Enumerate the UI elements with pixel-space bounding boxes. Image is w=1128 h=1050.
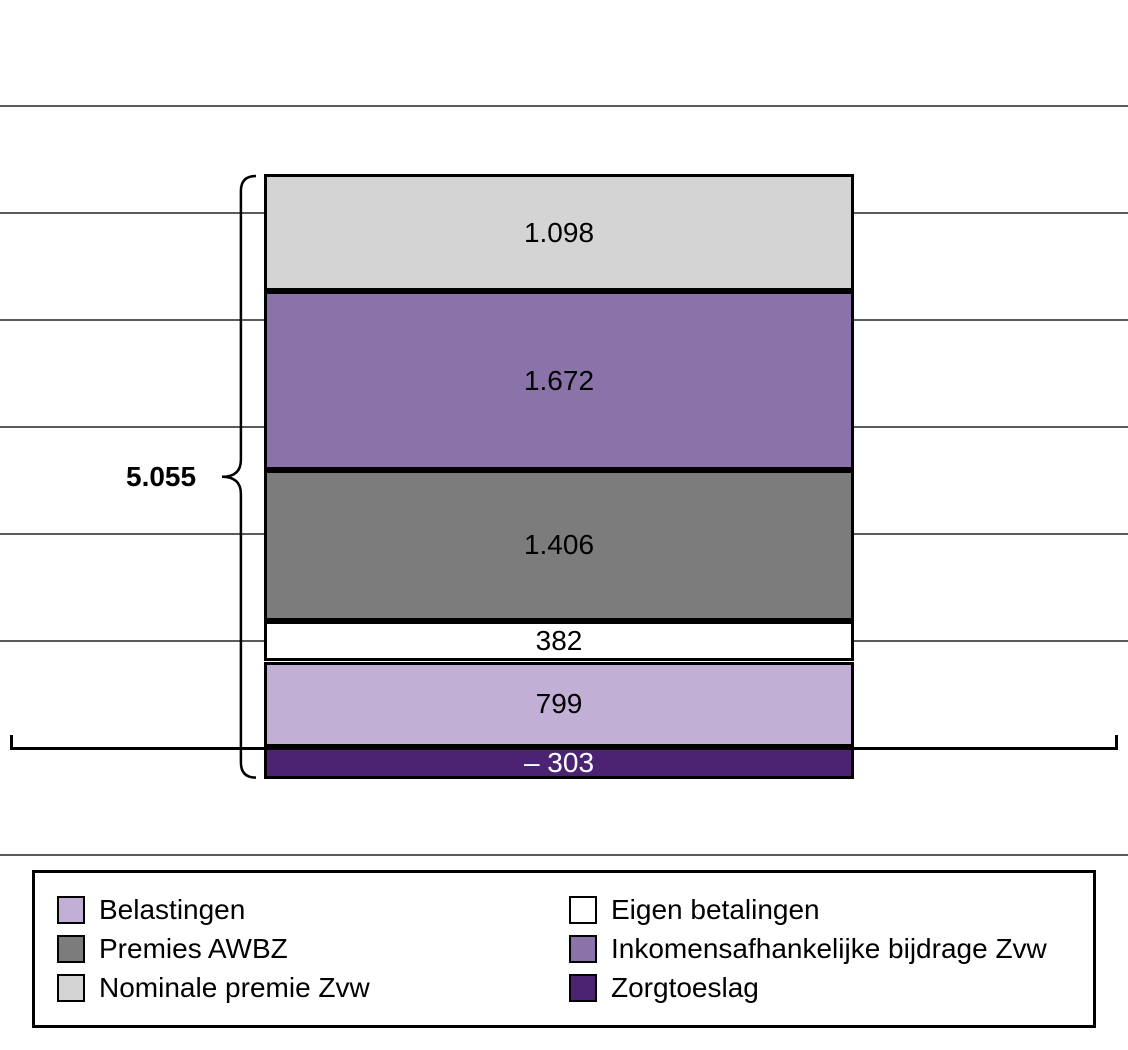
bar-segment-label: 1.406 xyxy=(524,529,594,561)
legend-label: Zorgtoeslag xyxy=(611,972,759,1004)
legend-item: Premies AWBZ xyxy=(57,930,559,969)
legend-swatch xyxy=(569,896,597,924)
axis-tick xyxy=(1115,735,1118,749)
bar-segment-label: 1.098 xyxy=(524,217,594,249)
bar-segment-label: 799 xyxy=(536,688,583,720)
bar-segment-belastingen: 799 xyxy=(264,662,854,747)
gridline xyxy=(0,105,1128,107)
legend-swatch xyxy=(57,935,85,963)
chart-plot-area: 799 382 1.406 1.672 1.098 – 303 xyxy=(0,0,1128,830)
bar-segment-eigen: 382 xyxy=(264,621,854,662)
bar-segment-nominale: 1.098 xyxy=(264,174,854,291)
gridline xyxy=(0,854,1128,856)
bar-segment-ink_bijdrage: 1.672 xyxy=(264,291,854,470)
legend-box: Belastingen Eigen betalingen Premies AWBZ I… xyxy=(32,870,1096,1028)
legend-swatch xyxy=(569,974,597,1002)
chart-container: 799 382 1.406 1.672 1.098 – 303 5.055 Belasti… xyxy=(0,0,1128,1050)
legend-label: Eigen betalingen xyxy=(611,894,820,926)
brace-icon xyxy=(220,174,258,780)
total-label: 5.055 xyxy=(126,461,196,493)
legend-swatch xyxy=(569,935,597,963)
legend-item: Belastingen xyxy=(57,891,559,930)
legend-swatch xyxy=(57,896,85,924)
bar-segment-awbz: 1.406 xyxy=(264,470,854,620)
legend-label: Nominale premie Zvw xyxy=(99,972,370,1004)
legend-label: Premies AWBZ xyxy=(99,933,288,965)
bar-segment-label: 1.672 xyxy=(524,365,594,397)
legend-grid: Belastingen Eigen betalingen Premies AWBZ I… xyxy=(35,873,1093,1025)
legend-item: Zorgtoeslag xyxy=(569,968,1071,1007)
bar-segment-label: 382 xyxy=(536,625,583,657)
legend-swatch xyxy=(57,974,85,1002)
legend-label: Inkomensafhankelijke bijdrage Zvw xyxy=(611,933,1047,965)
legend-label: Belastingen xyxy=(99,894,245,926)
axis-tick xyxy=(10,735,13,749)
bar-segment-label: – 303 xyxy=(524,747,594,779)
legend-item: Nominale premie Zvw xyxy=(57,968,559,1007)
legend-item: Inkomensafhankelijke bijdrage Zvw xyxy=(569,930,1071,969)
bar-segment-zorgtoeslag: – 303 xyxy=(264,747,854,779)
legend-item: Eigen betalingen xyxy=(569,891,1071,930)
